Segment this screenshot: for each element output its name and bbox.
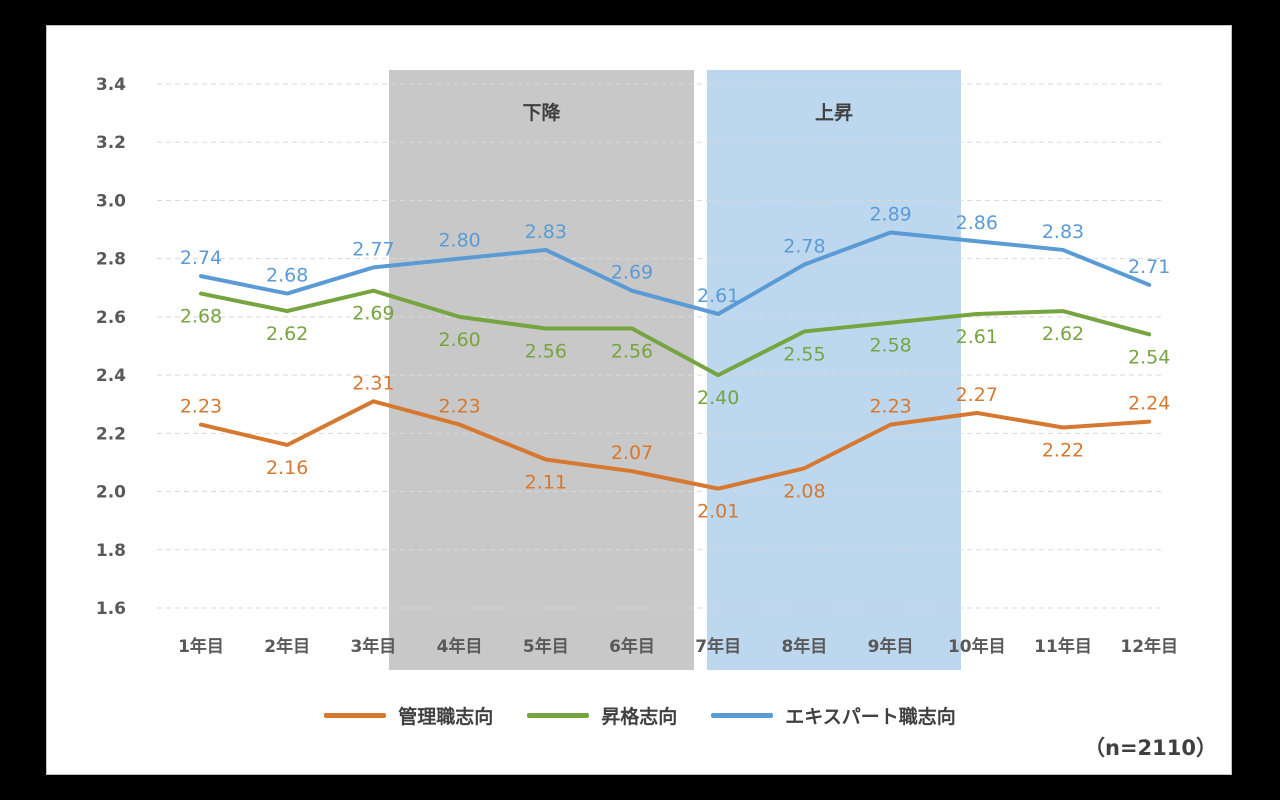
- data-label-expert: 2.68: [266, 265, 308, 287]
- data-label-promotion: 2.56: [611, 341, 653, 363]
- data-label-promotion: 2.62: [266, 323, 308, 345]
- x-tick-label: 5年目: [523, 636, 569, 657]
- data-label-promotion: 2.61: [956, 326, 998, 348]
- data-label-management: 2.07: [611, 442, 653, 464]
- x-tick-label: 7年目: [695, 636, 741, 657]
- legend-item-promotion: 昇格志向: [527, 702, 677, 729]
- x-tick-label: 9年目: [868, 636, 914, 657]
- legend-swatch-management: [324, 713, 387, 718]
- band-decline: [389, 70, 694, 670]
- data-label-expert: 2.69: [611, 262, 653, 284]
- band-label-decline: 下降: [522, 101, 561, 124]
- y-tick-label: 3.4: [96, 75, 126, 95]
- data-label-promotion: 2.40: [697, 387, 739, 409]
- x-tick-label: 2年目: [264, 636, 310, 657]
- data-label-expert: 2.83: [525, 221, 567, 243]
- band-rise: [707, 70, 961, 670]
- y-tick-label: 2.4: [96, 366, 126, 386]
- data-label-promotion: 2.62: [1042, 323, 1084, 345]
- x-tick-label: 4年目: [437, 636, 483, 657]
- data-label-expert: 2.89: [869, 203, 911, 225]
- data-label-expert: 2.77: [352, 238, 394, 260]
- y-tick-label: 1.8: [96, 541, 126, 561]
- y-tick-label: 2.2: [96, 424, 126, 444]
- data-label-management: 2.23: [180, 396, 222, 418]
- data-label-management: 2.31: [352, 372, 394, 394]
- legend-item-management: 管理職志向: [324, 702, 493, 729]
- data-label-expert: 2.80: [438, 230, 480, 252]
- y-axis: 1.6 1.8 2.0 2.2 2.4 2.6 2.8 3.0 3.2 3.4: [96, 75, 126, 619]
- legend: 管理職志向 昇格志向 エキスパート職志向: [47, 702, 1233, 729]
- data-label-promotion: 2.68: [180, 306, 222, 328]
- data-label-management: 2.22: [1042, 440, 1084, 462]
- x-tick-label: 3年目: [350, 636, 396, 657]
- x-tick-label: 10年目: [948, 636, 1006, 657]
- y-tick-label: 3.2: [96, 133, 126, 153]
- data-labels-layer: 2.23 2.16 2.31 2.23 2.11 2.07 2.01 2.08 2.23 2.27…: [180, 203, 1171, 522]
- data-label-management: 2.08: [783, 480, 825, 502]
- data-label-management: 2.11: [525, 472, 567, 494]
- data-label-expert: 2.74: [180, 247, 222, 269]
- data-label-expert: 2.83: [1042, 221, 1084, 243]
- legend-swatch-expert: [711, 713, 774, 718]
- x-tick-label: 6年目: [609, 636, 655, 657]
- y-tick-label: 2.6: [96, 308, 126, 328]
- sample-size-note: （n=2110）: [1084, 736, 1217, 760]
- series-line-promotion: [199, 288, 1152, 378]
- legend-label-promotion: 昇格志向: [601, 706, 678, 728]
- x-tick-label: 11年目: [1034, 636, 1092, 657]
- legend-label-management: 管理職志向: [398, 706, 494, 728]
- y-tick-label: 2.8: [96, 250, 126, 270]
- data-label-management: 2.23: [869, 396, 911, 418]
- data-label-management: 2.01: [697, 501, 739, 523]
- data-label-promotion: 2.69: [352, 303, 394, 325]
- y-tick-label: 3.0: [96, 191, 126, 211]
- data-label-promotion: 2.60: [438, 329, 480, 351]
- data-label-promotion: 2.54: [1128, 346, 1170, 368]
- data-label-promotion: 2.58: [869, 335, 911, 357]
- data-label-management: 2.24: [1128, 393, 1170, 415]
- data-label-management: 2.16: [266, 457, 308, 479]
- data-label-management: 2.23: [438, 396, 480, 418]
- y-tick-label: 1.6: [96, 599, 126, 619]
- band-label-rise: 上昇: [815, 102, 853, 124]
- legend-label-expert: エキスパート職志向: [785, 706, 956, 728]
- lines-layer: [199, 230, 1152, 491]
- legend-swatch-promotion: [527, 713, 590, 718]
- series-line-expert: [199, 230, 1152, 316]
- data-label-promotion: 2.55: [783, 343, 825, 365]
- y-tick-label: 2.0: [96, 483, 126, 503]
- x-tick-label: 8年目: [781, 636, 827, 657]
- data-label-expert: 2.61: [697, 285, 739, 307]
- line-chart: 下降 上昇 1.6 1.8 2.0 2.2 2.4 2.6 2.8 3.0 3.2 3.4 1年目 2…: [96, 70, 1178, 670]
- x-tick-label: 12年目: [1120, 636, 1178, 657]
- chart-frame: 下降 上昇 1.6 1.8 2.0 2.2 2.4 2.6 2.8 3.0 3.2 3.4 1年目 2…: [46, 25, 1232, 775]
- series-line-management: [199, 399, 1152, 491]
- data-label-management: 2.27: [956, 384, 998, 406]
- data-label-promotion: 2.56: [525, 341, 567, 363]
- bands-layer: 下降 上昇: [389, 70, 961, 670]
- grid-layer: [157, 83, 1165, 609]
- data-label-expert: 2.71: [1128, 256, 1170, 278]
- x-tick-label: 1年目: [178, 636, 224, 657]
- legend-item-expert: エキスパート職志向: [711, 702, 956, 729]
- data-label-expert: 2.78: [783, 235, 825, 257]
- x-axis: 1年目 2年目 3年目 4年目 5年目 6年目 7年目 8年目 9年目 10年目 11年目 12年目: [178, 636, 1178, 657]
- data-label-expert: 2.86: [956, 212, 998, 234]
